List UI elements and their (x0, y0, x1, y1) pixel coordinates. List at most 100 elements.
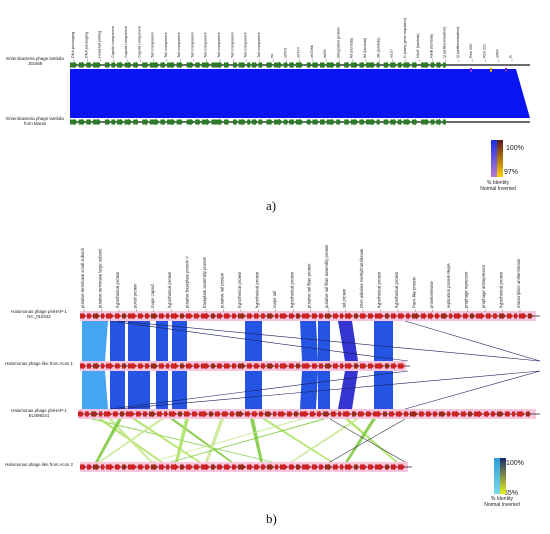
gene-a1-16 (201, 61, 211, 69)
ribbon-b23 (300, 371, 318, 409)
gene-b3 (433, 410, 438, 418)
gene-b2 (171, 362, 179, 370)
gene-label-b: hypothetical protein (289, 271, 294, 308)
identity-fan-b34 (262, 419, 333, 462)
panel-a-letter: a) (266, 198, 277, 213)
gene-b1 (232, 312, 237, 320)
gene-b3 (113, 410, 119, 418)
gene-b3 (215, 410, 221, 418)
gene-b1 (412, 312, 420, 320)
gene-a2-14 (186, 118, 195, 126)
gene-b1 (194, 312, 200, 320)
gene-b2 (145, 362, 150, 370)
identity-fan-b34 (175, 419, 189, 462)
gene-b2 (238, 362, 246, 370)
gene-a1-20 (238, 61, 247, 69)
ribbon-b12 (156, 321, 168, 361)
gene-a2-21 (247, 118, 252, 126)
gene-label-a: NinB (lambda) (429, 33, 433, 58)
gene-a2-13 (176, 118, 184, 126)
gene-b2 (312, 362, 318, 370)
gene-b4 (333, 463, 339, 471)
gene-b4 (340, 463, 344, 471)
gene-b3 (484, 410, 490, 418)
gene-b3 (358, 410, 365, 418)
gene-label-b: prophage repressor (464, 271, 469, 308)
panel-b-legend-title: % Identity Normal Inverted (482, 496, 522, 508)
gene-a2-44 (421, 118, 430, 126)
gene-b2 (166, 362, 170, 370)
gene-a1-40 (390, 61, 398, 69)
gene-b4 (302, 463, 311, 471)
gene-b2 (93, 362, 100, 370)
gene-b3 (331, 410, 337, 418)
panel-a-legend-title-line2: Normal Inverted (480, 186, 516, 192)
gene-a1-5 (111, 61, 117, 69)
gene-b2 (302, 362, 311, 370)
gene-a1-1 (78, 61, 86, 69)
gene-a2-2 (86, 118, 93, 126)
gene-a1-26 (283, 61, 289, 69)
gene-b2 (368, 362, 374, 370)
gene-b4 (261, 463, 266, 471)
ribbon-b12-inv (338, 321, 358, 361)
gene-label-a: R (509, 55, 513, 58)
gene-b4 (145, 463, 150, 471)
gene-b3 (259, 410, 264, 418)
gene-label-a: Head-tail joining (98, 31, 102, 58)
gene-label-b: portal protein (132, 283, 137, 308)
gene-b2 (201, 362, 210, 370)
gene-label-a: Kil (lambda) (363, 37, 367, 58)
gene-b3 (526, 410, 531, 418)
gene-b4 (115, 463, 121, 471)
gene-a1-35 (350, 61, 359, 69)
gene-b2 (232, 362, 237, 370)
ribbon-b23 (128, 371, 150, 409)
gene-b3 (120, 410, 125, 418)
gene-b1 (238, 312, 246, 320)
gene-b3 (323, 410, 330, 418)
gene-b3 (157, 410, 163, 418)
gene-b3 (164, 410, 168, 418)
gene-b1 (122, 312, 127, 320)
gene-b3 (517, 410, 525, 418)
gene-b1 (166, 312, 170, 320)
gene-a1-3 (92, 61, 102, 69)
gene-label-a: Capsid component (137, 25, 141, 58)
gene-a2-45 (430, 118, 436, 126)
gene-b3 (512, 410, 516, 418)
gene-b1 (514, 312, 518, 320)
gene-a1-12 (167, 61, 176, 69)
gene-a2-22 (251, 118, 258, 126)
crossing-line-b (117, 320, 541, 362)
gene-b2 (106, 362, 114, 370)
gene-b3 (265, 410, 272, 418)
gene-b1 (115, 312, 121, 320)
gene-b1 (428, 312, 434, 320)
gene-b3 (497, 410, 504, 418)
gene-label-a: DNA packaging (71, 32, 75, 58)
gene-label-a: Tail component (177, 32, 181, 58)
gene-a1-22 (251, 61, 258, 69)
gene-label-a: orf314 (297, 47, 301, 58)
gene-b4 (171, 463, 179, 471)
gene-a1-37 (366, 61, 376, 69)
gene-b2 (80, 362, 86, 370)
legend-b-inverted (500, 458, 506, 494)
identity-fan-b34 (132, 419, 201, 462)
gene-a1-33 (336, 61, 342, 69)
gene-b3 (143, 410, 148, 418)
gene-a2-17 (211, 118, 224, 126)
gene-label-b: hypothetical protein (254, 271, 259, 308)
gene-a2-34 (344, 118, 351, 126)
panel-a: DNA packaging DNA packaging Head-tail join… (70, 17, 530, 177)
gene-b4 (398, 463, 405, 471)
gene-b3 (136, 410, 142, 418)
gene-b1 (275, 312, 279, 320)
ribbon-b12 (300, 321, 318, 361)
gene-a1-43 (412, 61, 418, 69)
identity-fan-b34 (98, 419, 164, 462)
gene-b3 (273, 410, 277, 418)
gene-label-a: orf206b (310, 45, 314, 58)
